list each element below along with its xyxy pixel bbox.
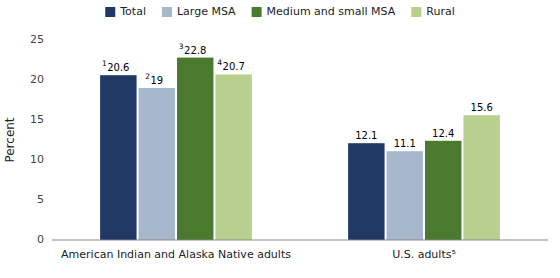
- data-label: 20.6: [107, 62, 129, 73]
- data-label: 12.1: [355, 130, 377, 141]
- data-label: 11.1: [394, 138, 416, 149]
- legend-label: Large MSA: [177, 5, 236, 18]
- legend-swatch: [162, 7, 172, 17]
- chart-container: 0 5 10 15 20 25 Percent 20.61 192 22.83 20.74 12.1 1…: [0, 0, 560, 278]
- data-label: 20.7: [223, 61, 245, 72]
- data-label: 19: [150, 75, 163, 86]
- legend-swatch: [411, 7, 421, 17]
- legend-swatch: [105, 7, 115, 17]
- y-axis-label: Percent: [3, 117, 17, 162]
- x-tick-label: U.S. adults⁵: [392, 248, 456, 261]
- y-tick-label: 10: [30, 153, 44, 166]
- legend-item: Large MSA: [162, 5, 236, 18]
- legend-item: Medium and small MSA: [252, 5, 396, 18]
- chart-svg: 0 5 10 15 20 25 Percent 20.61 192 22.83 20.74 12.1 1…: [0, 0, 560, 278]
- annotation: 4: [217, 58, 222, 67]
- legend-item: Total: [105, 5, 146, 18]
- bar: [425, 141, 461, 240]
- x-tick-label: American Indian and Alaska Native adults: [61, 248, 291, 261]
- bars: [100, 58, 500, 240]
- legend: Total Large MSA Medium and small MSA Rural: [105, 5, 454, 18]
- bar: [100, 75, 136, 240]
- y-tick-label: 15: [30, 113, 44, 126]
- legend-label: Total: [119, 5, 146, 18]
- y-tick-label: 0: [37, 233, 44, 246]
- legend-label: Rural: [426, 5, 454, 18]
- legend-swatch: [252, 7, 262, 17]
- data-labels: 20.61 192 22.83 20.74 12.1 11.1 12.4 15.6: [102, 42, 493, 150]
- y-tick-label: 20: [30, 73, 44, 86]
- bar: [387, 151, 423, 240]
- annotation: 1: [102, 59, 107, 68]
- data-label: 15.6: [471, 102, 493, 113]
- y-tick-label: 5: [37, 193, 44, 206]
- bar: [215, 74, 251, 240]
- annotation: 2: [145, 72, 150, 81]
- legend-label: Medium and small MSA: [267, 5, 396, 18]
- bar: [177, 58, 213, 240]
- bar: [348, 143, 384, 240]
- data-label: 12.4: [432, 128, 454, 139]
- bar: [139, 88, 175, 240]
- y-tick-label: 25: [30, 33, 44, 46]
- annotation: 3: [179, 42, 184, 51]
- legend-item: Rural: [411, 5, 454, 18]
- data-label: 22.8: [184, 45, 206, 56]
- bar: [463, 115, 499, 240]
- x-axis-line: [52, 240, 548, 241]
